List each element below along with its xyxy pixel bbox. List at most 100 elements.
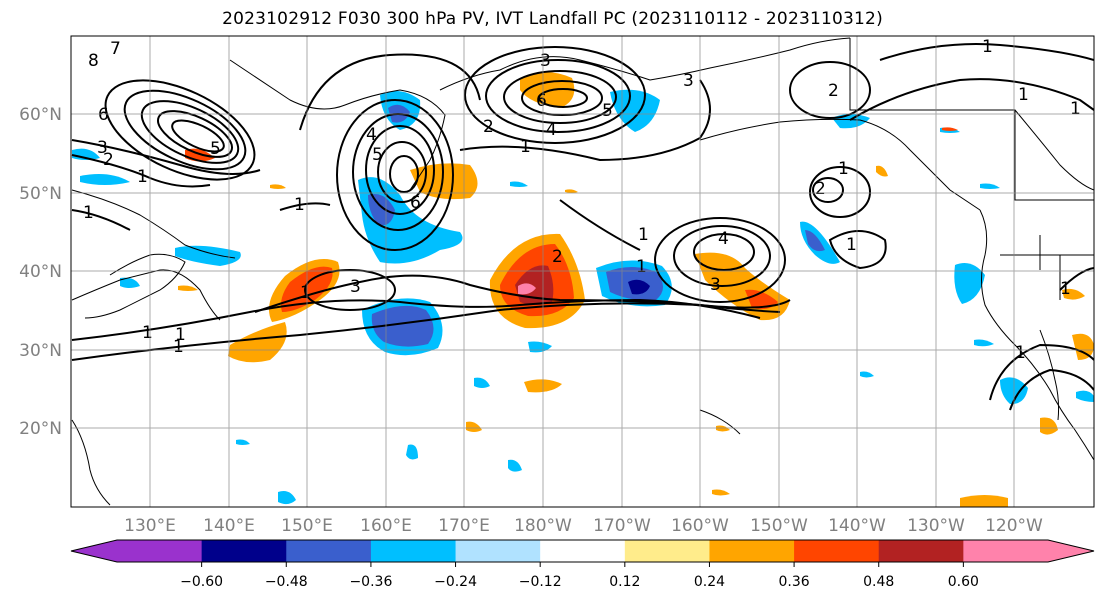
lat-label: 50°N xyxy=(19,184,62,204)
pv-label: 3 xyxy=(683,71,694,91)
pv-label: 3 xyxy=(540,51,551,71)
pv-label: 1 xyxy=(142,323,153,343)
shade-orange-wpac-2 xyxy=(228,322,287,363)
shade-pink-cpac xyxy=(518,283,536,295)
coast-siberia-kamchatka xyxy=(229,59,446,191)
shade-small-6 xyxy=(508,459,522,472)
shade-small-8 xyxy=(236,439,250,445)
pv-label: 2 xyxy=(552,247,563,267)
pv-label: 1 xyxy=(636,257,647,277)
pv-contour-jet-1 xyxy=(71,299,791,361)
shade-orange-south xyxy=(960,495,1008,507)
colorbar-outline xyxy=(70,539,1095,563)
pv-contour-asia-2 xyxy=(123,89,247,171)
colorbar-tick-label: −0.36 xyxy=(349,574,392,590)
pv-contour-kam-3 xyxy=(365,125,435,215)
pv-contours xyxy=(71,43,1094,411)
pv-label: 2 xyxy=(828,81,839,101)
pv-contour-asia-6 xyxy=(71,139,261,175)
pv-contour-asia-5 xyxy=(171,119,225,153)
shade-small-11 xyxy=(860,371,874,378)
shade-small-5 xyxy=(406,444,418,460)
pv-contour-cep-1 xyxy=(654,217,786,303)
shade-small-17 xyxy=(510,181,528,187)
lon-label: 150°E xyxy=(281,516,333,536)
pv-contour-kam-5 xyxy=(389,155,419,193)
pv-contour-misc-3 xyxy=(559,199,641,251)
pv-contour-asia-3 xyxy=(140,100,240,164)
shade-dred-cpac xyxy=(515,265,554,305)
border-canada-province xyxy=(1014,109,1094,191)
pv-label: 3 xyxy=(97,138,108,158)
coast-korea-japan xyxy=(71,269,221,321)
shade-blue-asia-2 xyxy=(80,174,130,185)
shade-red-epac xyxy=(745,289,778,310)
pv-label: 1 xyxy=(838,159,849,179)
pv-label: 2 xyxy=(815,179,826,199)
pv-contour-ber-3 xyxy=(503,70,617,124)
pv-contour-ber-2 xyxy=(485,59,631,133)
colorbar-tick-label: −0.24 xyxy=(434,574,477,590)
pv-contour-nep-1 xyxy=(809,166,871,218)
lon-label: 170°W xyxy=(593,516,651,536)
colorbar-segment xyxy=(117,540,203,562)
colorbar-segment xyxy=(370,540,457,562)
pv-contour-kam-outer xyxy=(299,53,481,131)
lon-label: 140°W xyxy=(828,516,886,536)
shade-small-14 xyxy=(980,183,1000,189)
shade-small-3 xyxy=(474,377,490,388)
colorbar-tick-label: −0.12 xyxy=(519,574,562,590)
shade-navy-cpac xyxy=(628,279,650,295)
shade-small-19 xyxy=(1076,390,1094,402)
lon-label: 130°E xyxy=(124,516,176,536)
shade-orange-small xyxy=(178,285,198,291)
shade-small-18 xyxy=(565,189,578,193)
pv-contour-misc-1 xyxy=(71,209,131,231)
colorbar-tick-label: 0.12 xyxy=(609,574,640,590)
pv-label: 5 xyxy=(210,139,221,159)
lon-label: 160°E xyxy=(360,516,412,536)
pv-contour-ber-outer xyxy=(459,79,711,162)
shade-orange-mexico xyxy=(1072,333,1094,360)
colorbar-segment xyxy=(878,540,964,562)
pv-contour-kam-1 xyxy=(336,99,454,251)
pv-contour-nep-2 xyxy=(812,177,844,203)
shade-small-21 xyxy=(876,165,888,177)
pv-contour-se-3 xyxy=(1059,267,1094,291)
colorbar-segment xyxy=(794,540,880,562)
lon-label: 160°W xyxy=(671,516,729,536)
shade-small-16 xyxy=(270,184,286,189)
pv-contour-ber-4 xyxy=(521,80,603,116)
pv-contour-jet-2 xyxy=(71,298,761,341)
colorbar-tick-label: 0.60 xyxy=(948,574,979,590)
pv-label: 2 xyxy=(103,150,114,170)
coast-china-south xyxy=(71,419,111,506)
pv-contour-cep-3 xyxy=(693,233,755,271)
lon-label: 130°W xyxy=(907,516,965,536)
colorbar-segment xyxy=(963,540,1049,562)
colorbar-tick-label: 0.48 xyxy=(863,574,894,590)
shade-small-7 xyxy=(278,491,296,505)
shade-orange-mexico-2 xyxy=(1040,417,1058,435)
coast-japan xyxy=(84,253,186,319)
coast-asia xyxy=(71,189,236,259)
shade-mblue-kamchatka xyxy=(368,194,395,226)
pv-label: 4 xyxy=(718,229,729,249)
lon-label: 180°W xyxy=(514,516,572,536)
colorbar-tick-label: −0.48 xyxy=(265,574,308,590)
coastlines xyxy=(71,37,1094,506)
shade-blue-nwus xyxy=(954,262,985,304)
colorbar-min-arrow xyxy=(71,540,117,562)
pv-contour-gulf xyxy=(789,61,871,119)
shade-mblue-nepac xyxy=(805,230,825,252)
colorbar: −0.60 −0.48 −0.36 −0.24 −0.12 0.12 0.24 … xyxy=(70,539,1095,590)
pv-label: 1 xyxy=(175,325,186,345)
pv-label: 1 xyxy=(1015,343,1026,363)
pv-contour-canada xyxy=(849,78,1094,121)
colorbar-tick-label: −0.60 xyxy=(180,574,223,590)
lat-label: 20°N xyxy=(19,419,62,439)
shade-small-4 xyxy=(466,421,482,432)
pv-label: 1 xyxy=(638,225,649,245)
colorbar-segment xyxy=(624,540,710,562)
